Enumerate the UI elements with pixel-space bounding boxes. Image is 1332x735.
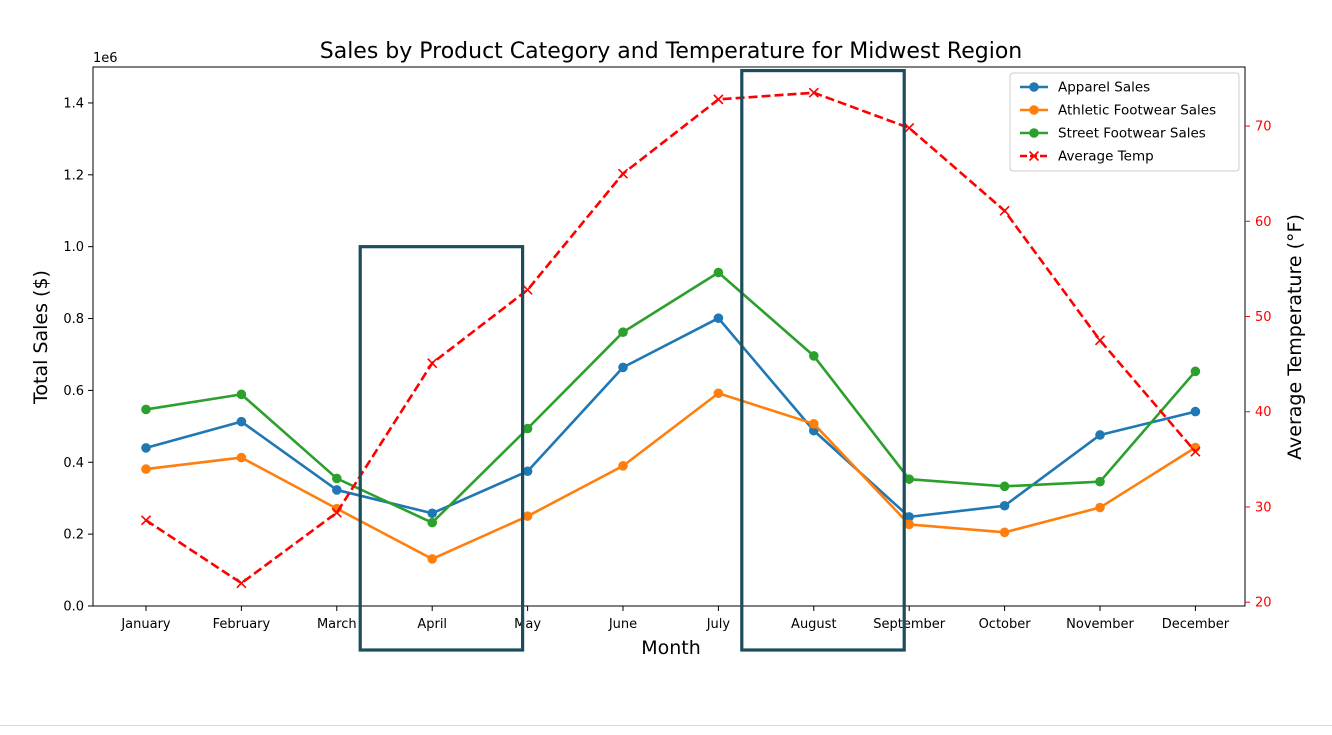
y-axis-label: Total Sales ($): [30, 270, 52, 405]
data-point: [236, 389, 247, 400]
data-point: [427, 517, 438, 528]
y2-tick-label: 60: [1255, 215, 1272, 230]
x-tick-label: December: [1162, 617, 1230, 632]
data-point: [332, 473, 342, 484]
x-tick-label: May: [514, 617, 541, 632]
data-point: [331, 507, 342, 518]
data-point: [522, 423, 533, 434]
data-point: [140, 515, 152, 526]
x-tick-label: February: [213, 617, 271, 632]
x-tick-label: June: [608, 617, 637, 632]
legend: Apparel Sales Athletic Footwear Sales Stre…: [1009, 72, 1240, 172]
data-point: [427, 554, 438, 564]
data-point: [427, 358, 438, 369]
legend-item: Apparel Sales: [1020, 80, 1150, 96]
legend-item: Athletic Footwear Sales: [1020, 103, 1216, 119]
highlight-box: [358, 245, 525, 652]
x-tick-label: July: [706, 617, 731, 632]
x-tick-label: November: [1066, 617, 1134, 632]
data-point: [904, 122, 915, 134]
y-tick-label: 1.2: [63, 168, 84, 183]
data-point: [618, 461, 628, 471]
series-line: [145, 91, 1197, 585]
y2-tick-label: 20: [1255, 596, 1272, 611]
data-point: [809, 425, 819, 436]
series-line: [145, 316, 1196, 519]
data-point: [141, 404, 151, 415]
data-point: [809, 419, 819, 429]
highlight-box: [740, 68, 906, 652]
legend-box: [1009, 72, 1240, 172]
legend-item: Street Footwear Sales: [1020, 126, 1206, 142]
data-point: [713, 388, 724, 399]
data-point: [904, 519, 914, 530]
data-point: [999, 500, 1010, 511]
x-tick-label: April: [417, 617, 447, 632]
data-point: [999, 481, 1010, 492]
legend-label: Athletic Footwear Sales: [1058, 103, 1216, 119]
y2-tick-label: 70: [1255, 120, 1272, 135]
data-point: [618, 327, 628, 337]
y2-tick-label: 50: [1255, 310, 1272, 325]
data-point: [713, 313, 724, 323]
data-point: [1190, 406, 1201, 417]
y2-axis-label: Average Temperature (°F): [1284, 214, 1306, 460]
series-line: [145, 391, 1197, 561]
data-point: [1190, 446, 1201, 457]
data-point: [713, 94, 724, 105]
legend-label: Average Temp: [1058, 149, 1154, 165]
data-point: [1190, 366, 1201, 377]
data-point: [236, 416, 247, 427]
data-point: [522, 466, 533, 477]
bottom-divider: [0, 725, 1332, 726]
data-point: [999, 205, 1010, 216]
data-point: [236, 452, 247, 463]
x-axis-label: Month: [641, 637, 701, 659]
data-point: [1095, 502, 1105, 513]
y-tick-label: 0.6: [63, 384, 84, 399]
y2-tick-label: 30: [1255, 500, 1272, 515]
x-tick-label: September: [873, 617, 946, 632]
x-tick-label: August: [791, 617, 837, 632]
data-point: [999, 527, 1010, 538]
data-point: [904, 512, 914, 522]
data-point: [141, 443, 151, 453]
data-point: [427, 508, 438, 519]
y-tick-label: 0.0: [63, 600, 84, 615]
y-tick-label: 0.2: [63, 528, 84, 543]
data-point: [904, 474, 914, 484]
y-tick-label: 0.8: [63, 312, 84, 327]
y2-tick-label: 40: [1255, 405, 1272, 420]
x-tick-label: March: [317, 617, 357, 632]
y-axis-offset-label: 1e6: [93, 51, 118, 66]
y-tick-label: 0.4: [63, 456, 84, 471]
x-tick-label: October: [979, 617, 1032, 632]
series-line: [145, 271, 1197, 524]
chart-title: Sales by Product Category and Temperatur…: [320, 39, 1023, 64]
data-point: [809, 351, 819, 361]
legend-item: Average Temp: [1020, 149, 1154, 165]
data-point: [522, 511, 533, 521]
y-tick-label: 1.0: [63, 240, 84, 255]
data-point: [617, 168, 629, 179]
data-point: [618, 362, 628, 373]
data-point: [141, 464, 151, 474]
data-point: [236, 578, 247, 589]
data-point: [332, 485, 342, 495]
legend-label: Apparel Sales: [1058, 80, 1150, 96]
legend-label: Street Footwear Sales: [1058, 126, 1206, 142]
plot-frame: [92, 66, 1246, 607]
data-point: [808, 87, 819, 98]
data-point: [1095, 430, 1105, 440]
x-tick-label: January: [120, 617, 171, 632]
data-point: [522, 284, 533, 295]
y-tick-label: 1.4: [63, 96, 84, 111]
data-point: [1095, 476, 1105, 487]
data-point: [713, 267, 724, 278]
data-point: [1094, 335, 1106, 346]
